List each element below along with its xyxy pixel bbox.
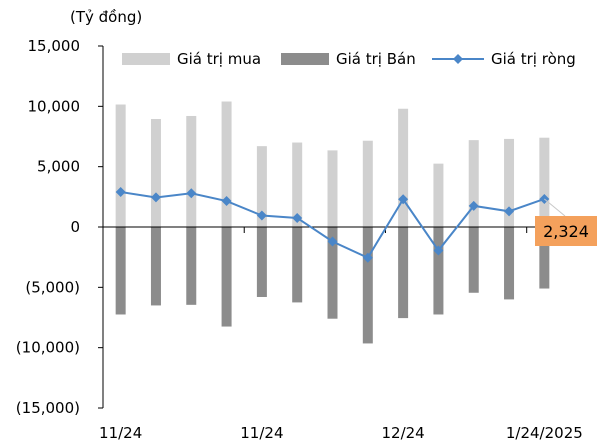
legend: Giá trị mua Giá trị Bán Giá trị ròng [122,50,576,68]
buy-bar-3 [186,115,197,227]
net-point-9 [398,194,409,205]
legend-label-sell: Giá trị Bán [336,50,416,68]
buy-bar-13 [539,137,550,227]
net-point-3 [186,188,197,199]
y-tick-label-3: 5,000 [37,158,80,176]
sell-bar-2 [150,227,161,306]
legend-swatch-buy [122,53,170,65]
sell-bar-1 [115,227,126,315]
y-tick-label-5: (5,000) [25,278,80,296]
buy-bar-6 [292,142,303,227]
legend-marker-net [453,54,463,64]
sell-bar-4 [221,227,232,327]
buy-bar-8 [362,140,373,227]
sell-bar-6 [292,227,303,303]
x-tick-label-3: 12/24 [381,424,424,442]
legend-label-net: Giá trị ròng [491,50,576,68]
callout-leader [544,198,566,217]
y-tick-label-4: 0 [70,218,80,236]
sell-bar-10 [433,227,444,315]
axes-layer: 15,000 10,000 5,000 0 (5,000) (10,000) (15,000… [16,37,583,442]
buy-bar-10 [433,163,444,227]
net-point-7 [327,236,338,247]
net-point-6 [292,212,303,223]
buy-bar-4 [221,101,232,227]
net-point-2 [150,192,161,203]
net-value-callout: 2,324 [535,198,597,246]
y-tick-label-7: (15,000) [16,399,80,417]
legend-label-buy: Giá trị mua [177,50,261,68]
buy-bar-5 [256,146,267,227]
net-point-8 [362,252,373,263]
sell-bar-3 [186,227,197,305]
buy-bar-7 [327,150,338,227]
buy-bar-9 [398,108,409,227]
sell-bar-5 [256,227,267,297]
net-line-layer [115,187,550,263]
net-point-12 [504,206,515,217]
net-point-5 [256,210,267,221]
sell-bar-8 [362,227,373,344]
net-point-1 [115,187,126,198]
bars-layer [115,101,550,344]
buy-bar-1 [115,104,126,227]
net-point-4 [221,196,232,207]
callout-label: 2,324 [543,222,589,241]
y-tick-label-2: 10,000 [28,97,81,115]
callout-box [535,216,597,246]
legend-swatch-sell [281,53,329,65]
y-tick-label-1: 15,000 [28,37,81,55]
x-tick-label-1: 11/24 [99,424,142,442]
buy-bar-2 [150,119,161,227]
buy-bar-11 [468,140,479,227]
buy-bar-12 [504,138,515,227]
sell-bar-13 [539,227,550,289]
x-tick-label-2: 11/24 [240,424,283,442]
net-point-10 [433,245,444,256]
sell-bar-7 [327,227,338,319]
sell-bar-11 [468,227,479,293]
sell-bar-9 [398,227,409,319]
y-tick-label-6: (10,000) [16,339,80,357]
unit-label: (Tỷ đồng) [70,8,142,26]
net-point-11 [468,200,479,211]
sell-bar-12 [504,227,515,300]
x-tick-label-4: 1/24/2025 [506,424,583,442]
